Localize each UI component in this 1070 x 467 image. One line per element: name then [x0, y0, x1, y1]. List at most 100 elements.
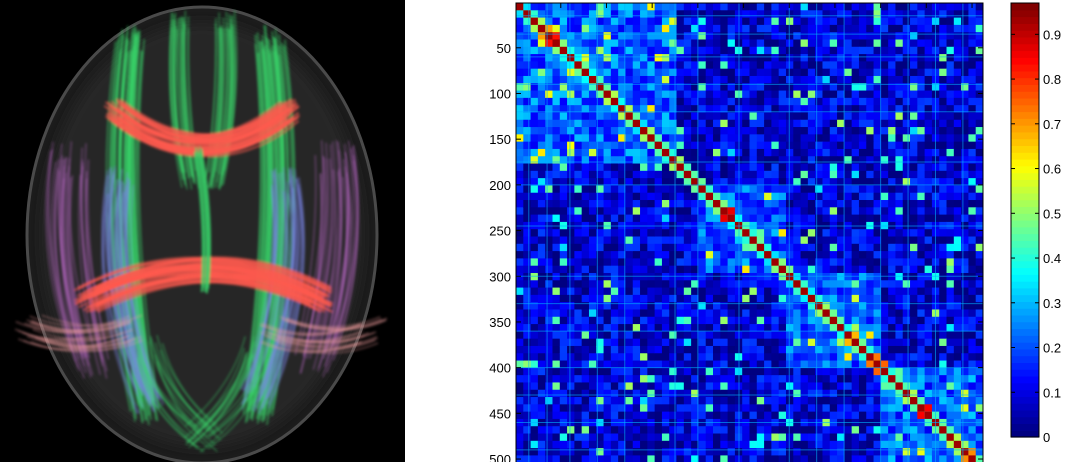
heatmap-cell: [895, 287, 904, 296]
connectivity-matrix-figure: 5010015020025030035040045050050100150200…: [470, 0, 1070, 467]
heatmap-cell: [618, 251, 626, 259]
heatmap-cell: [596, 229, 605, 237]
heatmap-cell: [567, 32, 575, 40]
heatmap-cell: [895, 389, 904, 398]
heatmap-cell: [610, 258, 619, 267]
heatmap-cell: [516, 54, 524, 62]
heatmap-cell: [727, 338, 736, 347]
heatmap-cell: [625, 367, 634, 376]
heatmap-cell: [837, 433, 845, 442]
heatmap-cell: [647, 39, 656, 48]
heatmap-cell: [698, 17, 707, 26]
heatmap-cell: [975, 141, 984, 150]
heatmap-cell: [632, 440, 641, 449]
heatmap-cell: [888, 200, 896, 208]
heatmap-cell: [800, 324, 809, 332]
heatmap-cell: [640, 316, 648, 325]
heatmap-cell: [683, 32, 692, 40]
fiber-tract: [85, 178, 108, 379]
heatmap-cell: [844, 243, 853, 252]
heatmap-cell: [968, 229, 977, 237]
heatmap-cell: [596, 178, 605, 186]
heatmap-cell: [822, 375, 831, 383]
heatmap-cell: [713, 309, 721, 318]
heatmap-cell: [720, 178, 729, 186]
heatmap-cell: [961, 127, 969, 135]
heatmap-cell: [756, 251, 765, 259]
heatmap-cell: [727, 375, 736, 383]
heatmap-cell: [545, 316, 553, 325]
heatmap-cell: [917, 156, 926, 165]
heatmap-cell: [683, 389, 692, 398]
heatmap-cell: [742, 294, 750, 303]
heatmap-cell: [705, 17, 714, 26]
heatmap-cell: [691, 397, 699, 405]
heatmap-cell: [713, 302, 721, 310]
heatmap-cell: [676, 148, 685, 157]
heatmap-cell: [858, 68, 867, 77]
heatmap-cell: [764, 207, 772, 216]
heatmap-cell: [647, 331, 656, 340]
heatmap-cell: [778, 243, 787, 252]
heatmap-cell: [807, 338, 816, 347]
heatmap-cell: [785, 127, 794, 135]
heatmap-cell: [807, 163, 816, 172]
heatmap-cell: [953, 3, 962, 11]
heatmap-cell: [785, 302, 794, 310]
heatmap-cell: [873, 426, 882, 435]
heatmap-cell: [516, 75, 524, 84]
heatmap-cell: [581, 61, 590, 70]
heatmap-cell: [778, 75, 787, 84]
heatmap-cell: [895, 294, 904, 303]
heatmap-cell: [844, 46, 853, 55]
heatmap-cell: [683, 265, 692, 274]
heatmap-cell: [851, 75, 860, 84]
heatmap-cell: [961, 46, 969, 55]
colorbar-step: [1011, 328, 1039, 336]
heatmap-cell: [574, 338, 583, 347]
heatmap-cell: [705, 156, 714, 165]
heatmap-cell: [953, 324, 962, 332]
heatmap-cell: [837, 39, 845, 48]
heatmap-cell: [975, 236, 984, 245]
heatmap-cell: [946, 280, 955, 289]
colorbar-step: [1011, 36, 1039, 45]
heatmap-cell: [953, 236, 962, 245]
heatmap-cell: [764, 382, 772, 391]
heatmap-cell: [756, 324, 765, 332]
heatmap-cell: [822, 200, 831, 208]
heatmap-cell: [953, 367, 962, 376]
heatmap-cell: [713, 229, 721, 237]
heatmap-cell: [654, 46, 663, 55]
heatmap-cell: [888, 83, 896, 92]
heatmap-cell: [661, 251, 670, 259]
heatmap-cell: [895, 214, 904, 223]
heatmap-cell: [581, 309, 590, 318]
heatmap-cell: [632, 258, 641, 267]
heatmap-cell: [895, 61, 904, 70]
heatmap-cell: [632, 426, 641, 435]
heatmap-cell: [625, 207, 634, 216]
heatmap-cell: [523, 258, 532, 267]
heatmap-cell: [902, 178, 911, 186]
heatmap-cell: [537, 54, 546, 62]
heatmap-cell: [640, 46, 648, 55]
heatmap-cell: [851, 353, 860, 362]
heatmap-cell: [516, 338, 524, 347]
diagonal-cell: [523, 10, 531, 18]
heatmap-cell: [844, 141, 853, 150]
heatmap-cell: [537, 302, 546, 310]
heatmap-cell: [530, 148, 539, 157]
heatmap-cell: [880, 75, 889, 84]
heatmap-cell: [844, 353, 853, 362]
heatmap-cell: [618, 448, 626, 456]
heatmap-cell: [975, 229, 984, 237]
heatmap-cell: [720, 97, 729, 106]
heatmap-cell: [910, 10, 918, 19]
heatmap-cell: [567, 112, 575, 121]
heatmap-cell: [866, 338, 875, 347]
heatmap-cell: [588, 200, 597, 208]
heatmap-cell: [961, 112, 969, 121]
heatmap-cell: [625, 345, 634, 354]
heatmap-cell: [829, 54, 838, 62]
